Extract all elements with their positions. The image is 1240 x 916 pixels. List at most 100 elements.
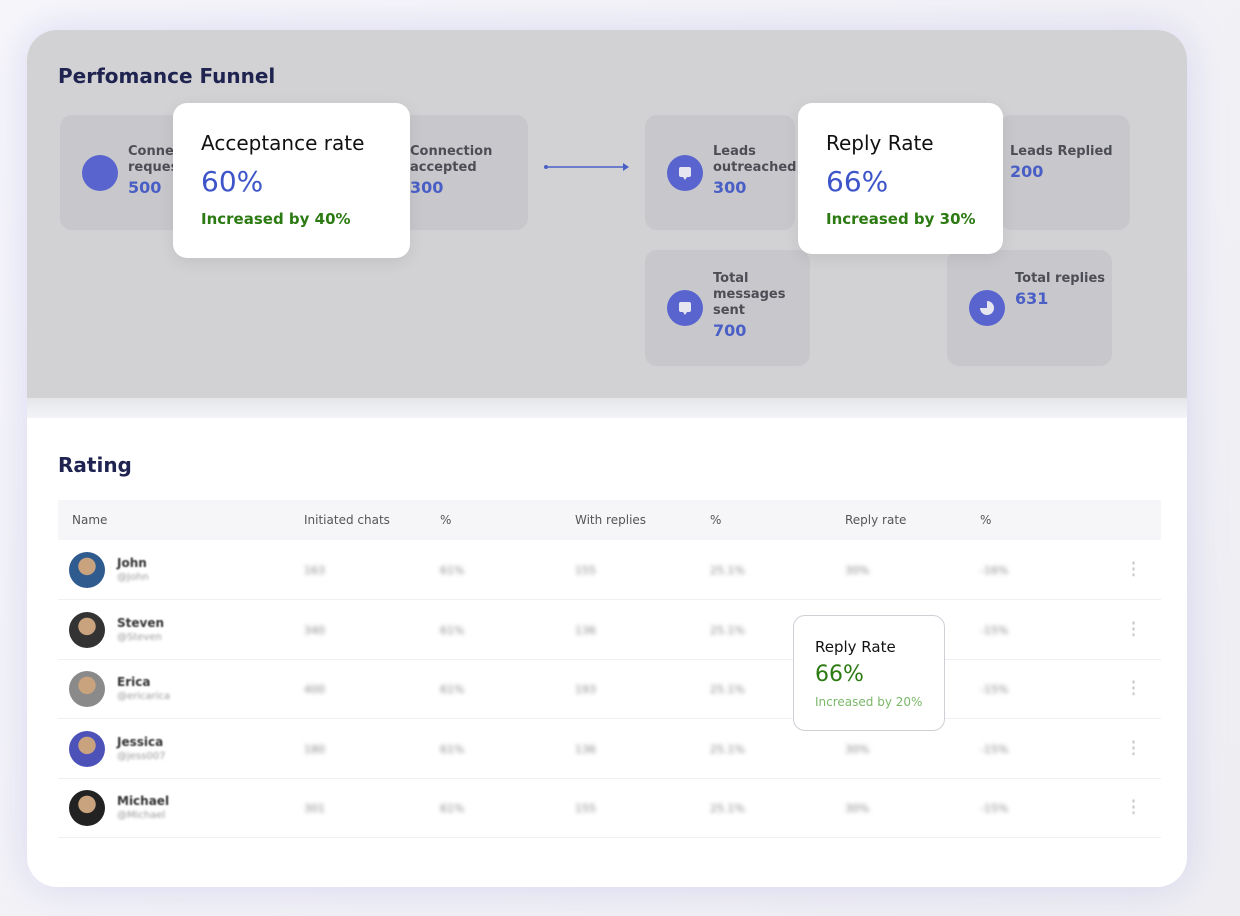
avatar: [69, 552, 105, 588]
user-name: Michael: [117, 794, 170, 808]
avatar: [69, 730, 105, 767]
popup-content: Acceptance rate 60% Increased by 40%: [201, 131, 364, 228]
popup-value: 66%: [815, 662, 864, 687]
row-menu: [1132, 738, 1135, 755]
row-menu: [1132, 560, 1135, 576]
icon: [969, 290, 1005, 326]
stat-label: Leads outreached: [713, 144, 797, 175]
popup-content: Reply Rate 66% Increased by 30%: [826, 131, 976, 228]
cell: 61%: [440, 683, 465, 696]
cell: 400: [304, 683, 325, 696]
icon: [667, 290, 703, 326]
column-header: %: [440, 513, 452, 527]
user-name: Erica: [117, 675, 151, 689]
user-handle: @Michael: [117, 810, 166, 821]
cell: 180: [304, 742, 325, 756]
stat-label: Total messages sent: [713, 271, 786, 318]
stat-label: Leads Replied: [1010, 144, 1113, 159]
cell: 25.1%: [710, 683, 745, 696]
avatar: [69, 671, 105, 707]
cell: 193: [575, 683, 596, 696]
popup-change: Increased by 30%: [826, 210, 976, 228]
cell: 61%: [440, 802, 465, 815]
stat-text: Total replies 631: [1015, 271, 1108, 308]
stat-card: Leads Replied 200: [1000, 115, 1130, 230]
cell: -16%: [980, 564, 1009, 577]
cell: 25.1%: [710, 802, 745, 815]
popup-change: Increased by 20%: [815, 695, 923, 709]
section-title: Perfomance Funnel: [58, 64, 276, 88]
divider: [27, 398, 1187, 418]
user-name: Steven: [117, 615, 165, 630]
cell: 301: [304, 802, 325, 815]
user-name: Jessica: [117, 734, 164, 749]
cell: 61%: [440, 742, 465, 756]
icon: [667, 154, 703, 191]
cell: -15%: [980, 623, 1009, 637]
row-menu: [1132, 798, 1135, 814]
avatar: [69, 611, 105, 648]
cell: 163: [304, 564, 325, 577]
column-header: Name: [72, 513, 108, 527]
stat-text: Connection accepted 300: [410, 144, 524, 197]
cell: 155: [575, 802, 596, 815]
stat-value: 300: [410, 178, 444, 197]
stat-text: Leads outreached 300: [713, 144, 797, 197]
cell: 30%: [845, 742, 870, 756]
row-divider: [58, 658, 1161, 660]
icon: [82, 154, 118, 191]
column-header: %: [710, 513, 722, 527]
stat-value: 200: [1010, 162, 1044, 181]
popup-title: Reply Rate: [826, 131, 934, 155]
dashboard-card: Perfomance Funnel Connection requests 500 C…: [27, 30, 1187, 887]
stat-label: Connection accepted: [410, 144, 493, 175]
cell: 155: [575, 564, 596, 577]
cell: 340: [304, 623, 325, 637]
column-header: Initiated chats: [304, 513, 390, 527]
rate-popup: Acceptance rate 60% Increased by 40%: [173, 103, 410, 258]
column-header: With replies: [575, 513, 647, 527]
cell: 136: [575, 742, 596, 756]
user-handle: @ericarica: [117, 691, 171, 702]
rate-popup: Reply Rate 66% Increased by 30%: [798, 103, 1003, 254]
cell: -15%: [980, 683, 1009, 696]
row-menu: [1132, 619, 1135, 636]
stat-card: Total replies 631: [947, 250, 1112, 366]
user-name: John: [117, 556, 147, 570]
stat-text: Total messages sent 700: [713, 271, 806, 340]
stat-text: Leads Replied 200: [1010, 144, 1126, 181]
row-divider: [58, 777, 1161, 779]
cell: 25.1%: [710, 564, 745, 577]
user-handle: @Steven: [117, 631, 162, 643]
row-divider: [58, 718, 1161, 719]
row-menu: [1132, 679, 1135, 695]
reply-popup: Reply Rate 66% Increased by 20%: [793, 615, 945, 731]
popup-change: Increased by 40%: [201, 210, 351, 228]
popup-title: Reply Rate: [815, 638, 896, 656]
table-header-bg: [58, 500, 1161, 540]
avatar: [69, 790, 105, 826]
user-handle: @jess007: [117, 750, 166, 762]
funnel-section: Perfomance Funnel Connection requests 500 C…: [27, 30, 1187, 398]
column-header: %: [980, 513, 992, 527]
cell: -15%: [980, 742, 1009, 756]
arrow: [544, 163, 629, 171]
stat-value: 700: [713, 321, 747, 340]
cell: 25.1%: [710, 742, 745, 756]
stat-value: 300: [713, 178, 747, 197]
cell: 136: [575, 623, 596, 637]
row-divider: [58, 837, 1161, 838]
row-divider: [58, 599, 1161, 600]
user-handle: @John: [117, 572, 149, 583]
popup-value: 66%: [826, 165, 889, 198]
stat-card: Connection accepted 300: [400, 115, 528, 230]
column-header: Reply rate: [845, 513, 907, 527]
popup-title: Acceptance rate: [201, 131, 365, 155]
stat-card: Total messages sent 700: [645, 250, 810, 366]
cell: 61%: [440, 564, 465, 577]
cell: 25.1%: [710, 623, 745, 637]
popup-value: 60%: [201, 165, 264, 198]
cell: 61%: [440, 623, 465, 637]
stat-value: 631: [1015, 289, 1049, 308]
